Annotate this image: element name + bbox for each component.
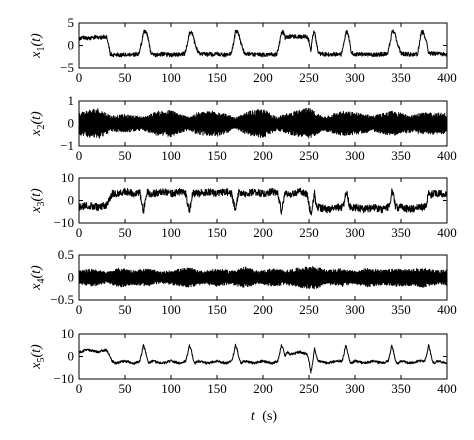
y-tick-label: 10	[61, 170, 74, 185]
x-tick-label: 400	[437, 70, 457, 85]
x-tick-label: 300	[345, 148, 365, 163]
x-tick-label: 50	[119, 148, 132, 163]
y-axis-label: x3(t)	[29, 188, 47, 214]
x-tick-label: 150	[207, 302, 227, 317]
y-tick-label: 0	[68, 38, 75, 53]
x-tick-label: 250	[299, 148, 319, 163]
x-tick-label: 400	[437, 381, 457, 396]
x-tick-label: 150	[207, 70, 227, 85]
x-tick-label: 250	[299, 70, 319, 85]
x-tick-label: 250	[299, 225, 319, 240]
x-tick-label: 150	[207, 381, 227, 396]
x-tick-label: 200	[253, 381, 273, 396]
y-axis-label-sub: 3	[36, 202, 47, 207]
x-tick-label: 100	[161, 70, 181, 85]
x-tick-label: 350	[391, 302, 411, 317]
y-tick-label: −1	[60, 138, 74, 153]
x-tick-label: 350	[391, 225, 411, 240]
series-line-x3	[79, 187, 447, 216]
y-axis-label: x2(t)	[29, 111, 47, 137]
x-tick-label: 300	[345, 225, 365, 240]
series-line-x1	[79, 29, 447, 58]
x-tick-label: 250	[299, 381, 319, 396]
x-tick-label: 0	[76, 381, 83, 396]
x-tick-label: 400	[437, 148, 457, 163]
y-tick-label: 10	[61, 326, 74, 341]
x-axis-label-unit: (s)	[262, 409, 277, 424]
y-axis-label-arg: (t)	[29, 188, 44, 202]
y-axis-label-arg: (t)	[29, 265, 44, 279]
x-tick-label: 100	[161, 302, 181, 317]
x-tick-label: 300	[345, 302, 365, 317]
x-tick-label: 300	[345, 70, 365, 85]
y-tick-label: −0.5	[50, 292, 74, 307]
y-axis-label-arg: (t)	[29, 111, 44, 125]
x-tick-label: 200	[253, 70, 273, 85]
x-axis-label: t (s)	[251, 409, 278, 424]
x-tick-label: 100	[161, 225, 181, 240]
y-axis-label-var: x	[29, 129, 44, 137]
x-tick-label: 150	[207, 148, 227, 163]
y-axis-label-sub: 2	[36, 125, 47, 130]
y-tick-label: −10	[54, 215, 74, 230]
y-tick-label: 0	[68, 270, 75, 285]
y-axis-label-var: x	[29, 283, 44, 291]
y-axis-label: x5(t)	[29, 344, 47, 370]
x-tick-label: 100	[161, 148, 181, 163]
y-axis-label-arg: (t)	[29, 33, 44, 47]
x-tick-label: 300	[345, 381, 365, 396]
y-axis-label-sub: 1	[36, 47, 47, 52]
y-axis-label-var: x	[29, 362, 44, 370]
x-tick-label: 0	[76, 225, 83, 240]
x-tick-label: 400	[437, 225, 457, 240]
x-tick-label: 150	[207, 225, 227, 240]
y-tick-label: 5	[68, 15, 75, 30]
y-tick-label: −5	[60, 60, 74, 75]
y-tick-label: −10	[54, 371, 74, 386]
x-tick-label: 50	[119, 70, 132, 85]
x-tick-label: 400	[437, 302, 457, 317]
subplot-x4: 0 50 100 150 200 250 300 350 400−0.500.5x4(t)	[29, 247, 457, 317]
x-tick-label: 0	[76, 302, 83, 317]
x-tick-label: 250	[299, 302, 319, 317]
x-tick-label: 0	[76, 70, 83, 85]
y-tick-label: 0	[68, 193, 75, 208]
x-tick-label: 200	[253, 302, 273, 317]
y-axis-label-arg: (t)	[29, 344, 44, 358]
y-axis-label-sub: 5	[36, 358, 47, 363]
x-tick-label: 0	[76, 148, 83, 163]
y-tick-label: 1	[68, 93, 75, 108]
x-axis-label-var: t	[251, 409, 256, 424]
y-axis-label-var: x	[29, 51, 44, 59]
axes-frame	[78, 177, 448, 224]
series-line-x4	[79, 265, 447, 290]
y-tick-label: 0	[68, 349, 75, 364]
y-axis-label-sub: 4	[36, 279, 47, 284]
x-tick-label: 350	[391, 381, 411, 396]
y-tick-label: 0.5	[58, 247, 74, 262]
x-tick-label: 200	[253, 225, 273, 240]
axes-frame	[78, 22, 448, 69]
y-axis-label-var: x	[29, 206, 44, 214]
series-line-x5	[79, 343, 447, 374]
axes-frame	[78, 333, 448, 380]
x-tick-label: 100	[161, 381, 181, 396]
x-tick-label: 350	[391, 70, 411, 85]
y-axis-label: x4(t)	[29, 265, 47, 291]
series-line-x2	[79, 107, 447, 139]
y-axis-label: x1(t)	[29, 33, 47, 59]
x-tick-label: 50	[119, 302, 132, 317]
x-tick-label: 200	[253, 148, 273, 163]
y-tick-label: 0	[68, 116, 75, 131]
x-tick-label: 50	[119, 225, 132, 240]
x-tick-label: 50	[119, 381, 132, 396]
x-tick-label: 350	[391, 148, 411, 163]
